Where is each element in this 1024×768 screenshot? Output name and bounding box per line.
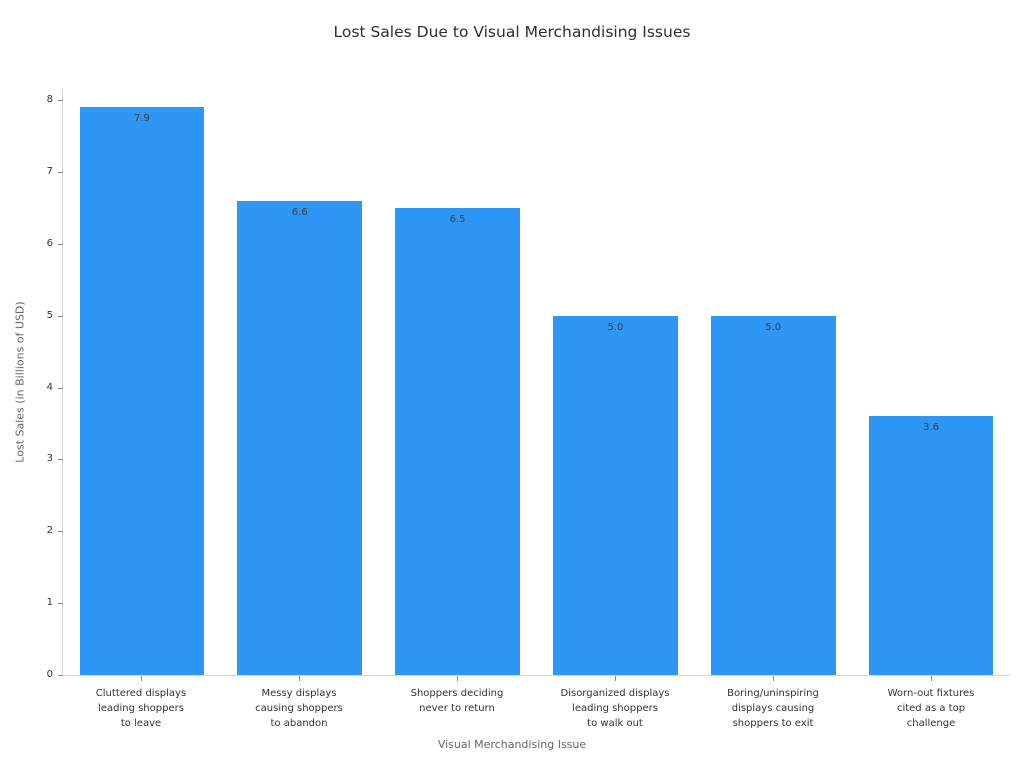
- x-category-label: Worn-out fixtures cited as a top challen…: [852, 676, 1010, 731]
- y-tick-label: 1: [46, 597, 53, 609]
- bar-value-label: 3.6: [923, 422, 939, 434]
- plot-area: 0 1 2 3 4 5 6 7 8 7.9 6.6 6.5 5.0 5.0 3.6: [47, 88, 1010, 680]
- y-tick-label: 2: [46, 525, 53, 537]
- y-tick-mark: [58, 100, 63, 102]
- bar: 5.0: [553, 315, 678, 675]
- bar-value-label: 6.5: [449, 214, 466, 225]
- bar: 6.6: [237, 200, 363, 675]
- x-category-label: Cluttered displays leading shoppers to l…: [62, 676, 220, 731]
- y-tick-mark: [58, 387, 63, 389]
- bar-slot: 3.6: [852, 88, 1010, 675]
- bar: 5.0: [710, 315, 836, 675]
- y-tick-label: 0: [46, 669, 53, 680]
- bar-slot: 5.0: [536, 88, 694, 675]
- bar: 6.5: [395, 208, 520, 675]
- bars: 7.9 6.6 6.5 5.0 5.0 3.6: [63, 88, 1010, 675]
- y-tick-mark: [58, 172, 63, 174]
- x-categories: Cluttered displays leading shoppers to l…: [62, 676, 1010, 731]
- y-tick-label: 8: [46, 94, 53, 106]
- bar-value-label: 6.6: [291, 206, 308, 218]
- y-tick-mark: [58, 603, 63, 605]
- y-tick-mark: [58, 531, 63, 533]
- bar-value-label: 7.9: [133, 113, 150, 125]
- bar-slot: 7.9: [63, 88, 221, 675]
- bar-value-label: 5.0: [765, 321, 782, 333]
- y-tick-mark: [58, 243, 63, 245]
- y-tick-label: 6: [46, 237, 53, 249]
- bar-slot: 6.6: [221, 88, 379, 675]
- x-axis-label: Visual Merchandising Issue: [437, 738, 587, 751]
- bar: 3.6: [868, 416, 994, 675]
- y-tick-label: 4: [46, 381, 53, 393]
- x-category-label: Boring/uninspiring displays causing shop…: [694, 676, 852, 731]
- chart-title: Lost Sales Due to Visual Merchandising I…: [333, 23, 691, 41]
- y-tick-label: 3: [46, 453, 53, 465]
- bar-slot: 6.5: [379, 88, 537, 675]
- y-tick-label: 7: [46, 166, 53, 178]
- y-tick-mark: [58, 315, 63, 317]
- x-category-label: Messy displays causing shoppers to aband…: [220, 676, 378, 731]
- x-category-label: Disorganized displays leading shoppers t…: [536, 676, 694, 731]
- x-category-label: Shoppers deciding never to return: [378, 676, 536, 731]
- y-tick-mark: [58, 459, 63, 461]
- y-tick-mark: [58, 675, 63, 676]
- y-axis-label: Lost Sales (in Billions of USD): [13, 301, 27, 463]
- y-ticks: 0 1 2 3 4 5 6 7 8: [47, 88, 1010, 680]
- bar-slot: 5.0: [694, 88, 852, 675]
- bar: 7.9: [79, 107, 205, 675]
- y-tick-label: 5: [46, 309, 53, 321]
- bar-value-label: 5.0: [607, 321, 624, 333]
